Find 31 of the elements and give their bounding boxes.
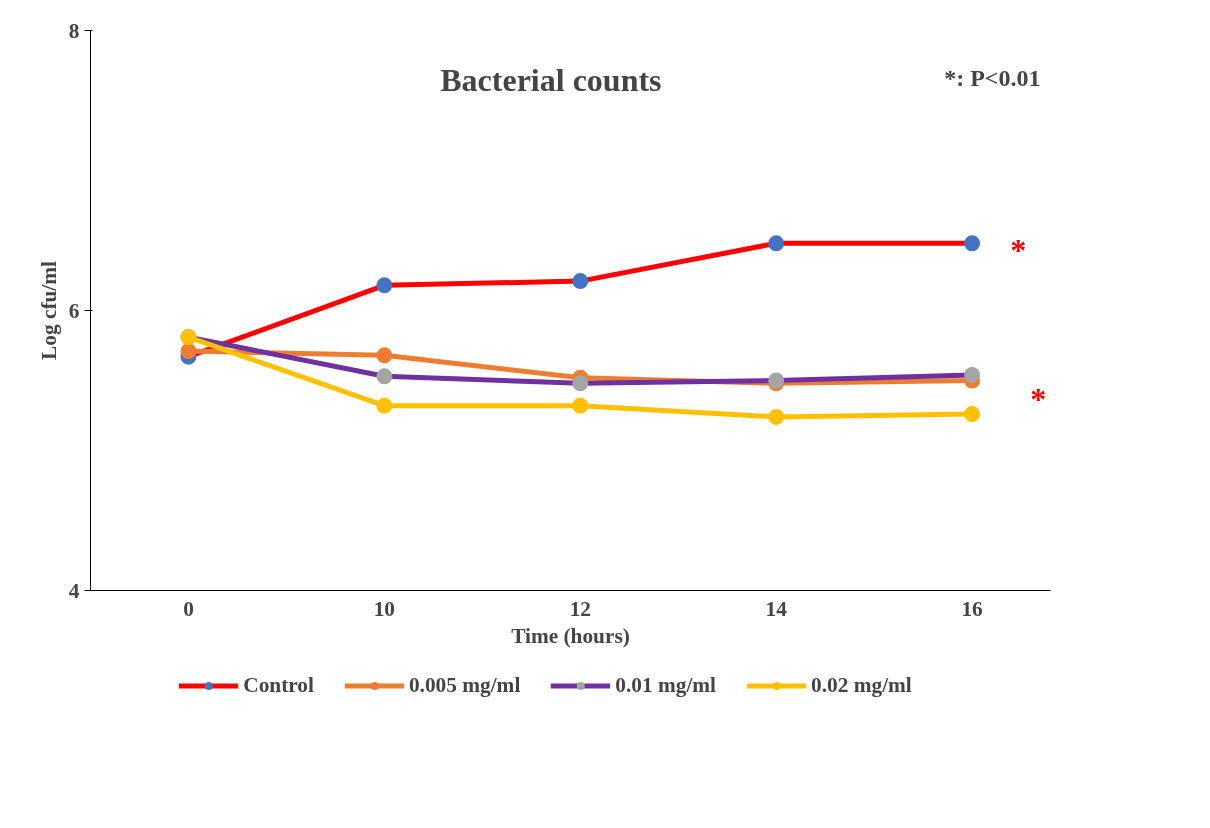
y-tick-label: 4 [68, 578, 80, 603]
point [572, 397, 589, 414]
text: Bacterial counts [440, 61, 662, 98]
annotation: *: P<0.01 [944, 64, 1041, 91]
annotation: * [1030, 380, 1047, 417]
y-tick-label: 8 [68, 18, 80, 43]
point [376, 347, 393, 364]
x-axis-title: Time (hours) [511, 623, 630, 648]
point [376, 368, 393, 385]
x-tick-label: 16 [961, 596, 984, 621]
legend-label: 0.01 mg/ml [615, 672, 717, 698]
legend-label: 0.02 mg/ml [811, 672, 912, 698]
point [964, 406, 981, 423]
point [376, 397, 393, 414]
y-tick-label: 6 [68, 298, 80, 323]
point [964, 235, 981, 252]
x-tick-label: 10 [373, 596, 396, 621]
point [768, 408, 785, 425]
y-axis-title: Log cfu/ml [36, 260, 61, 360]
point [572, 375, 589, 392]
x-tick-label: 14 [765, 596, 788, 621]
point [572, 273, 589, 290]
point [376, 277, 393, 294]
x-tick-label: 12 [569, 596, 591, 621]
point [964, 366, 981, 383]
x-tick-label: 0 [183, 596, 194, 621]
legend-label: 0.005 mg/ml [408, 672, 521, 698]
legend-label: Control [243, 672, 314, 698]
annotation: * [1010, 231, 1027, 268]
point [768, 235, 785, 252]
point [180, 343, 197, 360]
